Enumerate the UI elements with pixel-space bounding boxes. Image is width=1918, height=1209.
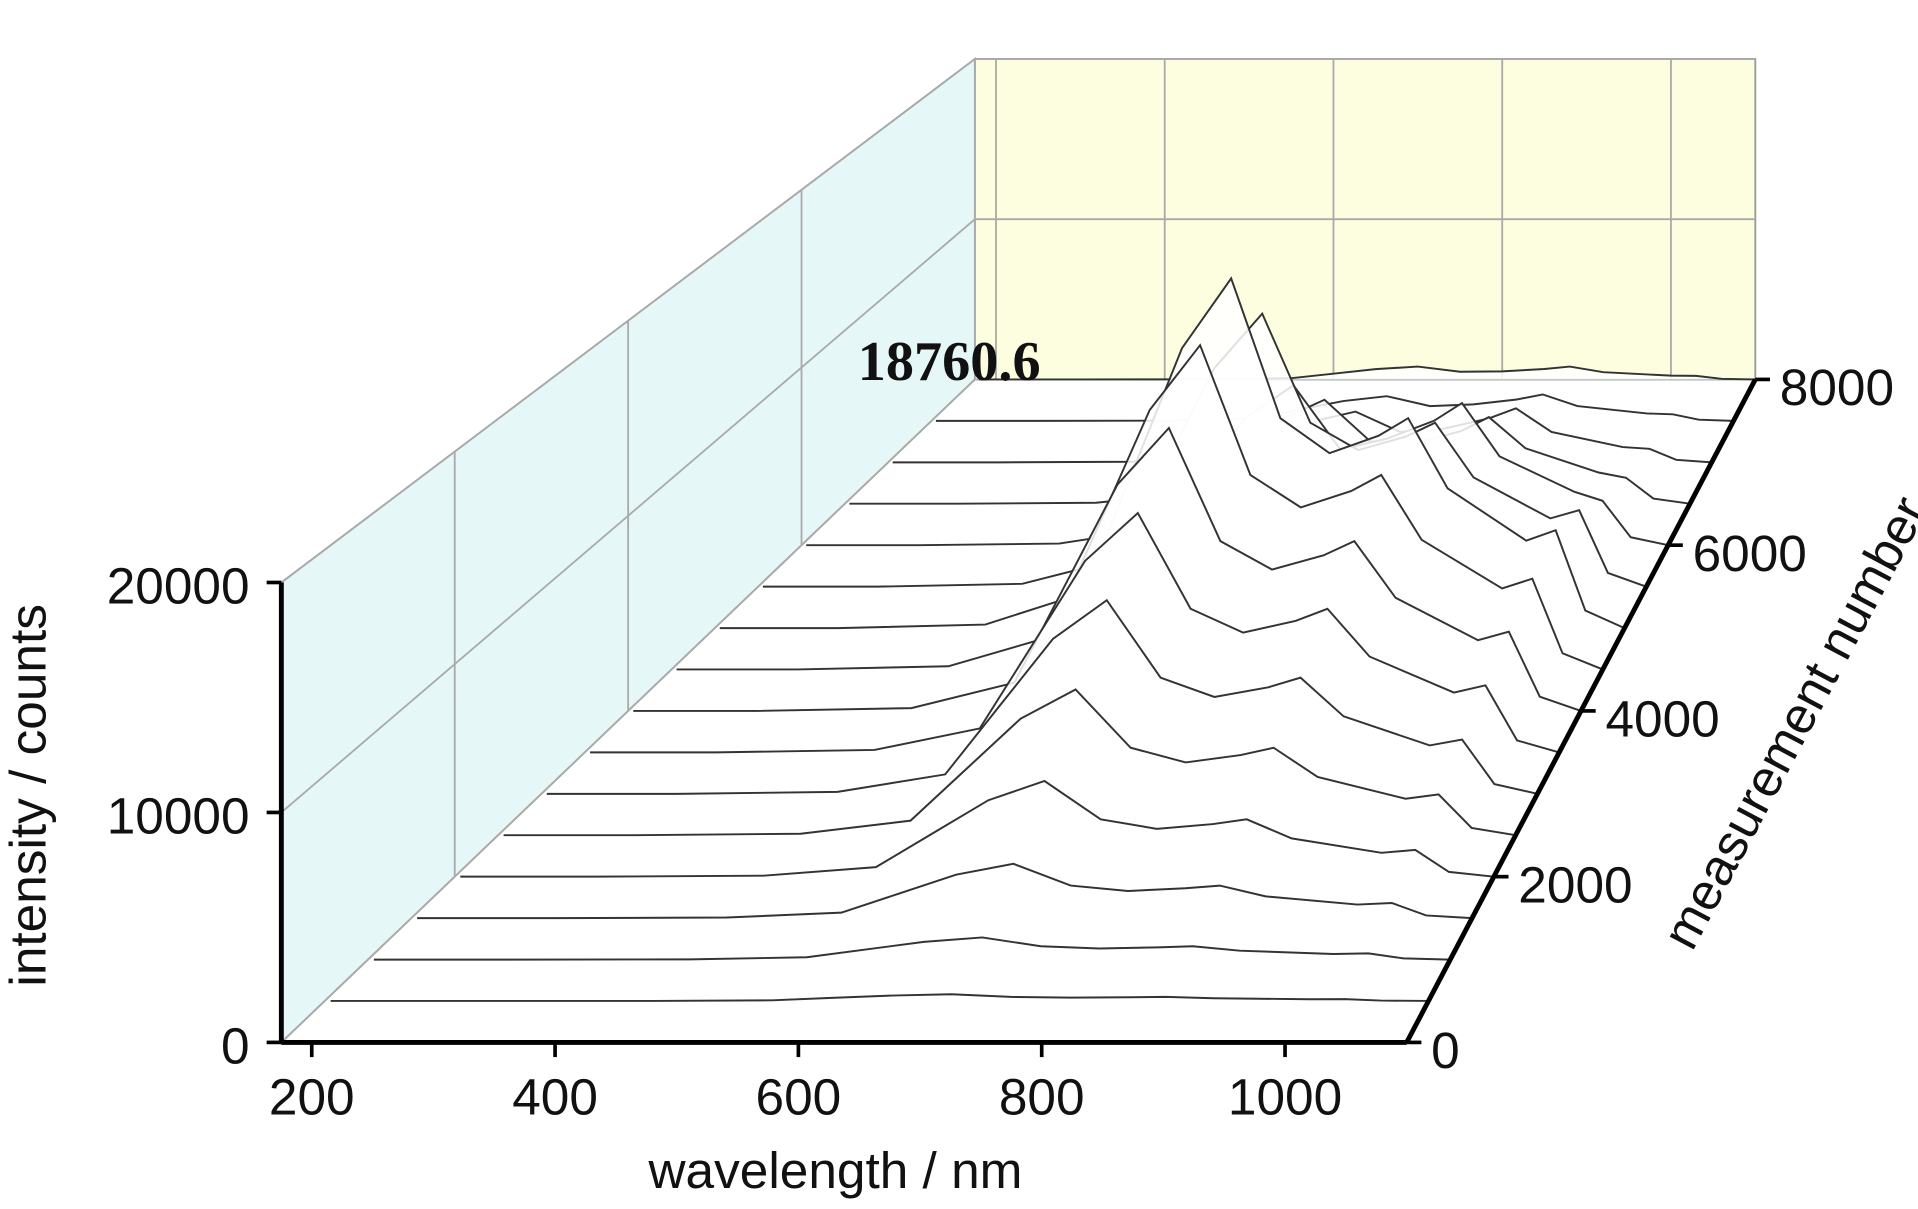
spectrum-line bbox=[460, 779, 1495, 878]
y-axis-label: intensity / counts bbox=[0, 604, 56, 987]
x-tick-label: 800 bbox=[999, 1068, 1085, 1126]
z-tick-label: 0 bbox=[1431, 1021, 1460, 1079]
spectrum-line bbox=[330, 993, 1429, 1002]
spectrum-line bbox=[373, 936, 1451, 961]
spectrum-line bbox=[417, 862, 1473, 920]
x-tick-label: 600 bbox=[756, 1068, 842, 1126]
z-tick-label: 4000 bbox=[1605, 690, 1719, 748]
z-tick-label: 6000 bbox=[1693, 524, 1807, 582]
y-tick-label: 20000 bbox=[107, 556, 250, 614]
z-tick-label: 2000 bbox=[1518, 855, 1632, 913]
peak-annotation: 18760.6 bbox=[858, 331, 1041, 393]
spectrum-line bbox=[546, 598, 1538, 795]
x-tick-label: 200 bbox=[269, 1068, 355, 1126]
x-tick-label: 1000 bbox=[1228, 1068, 1342, 1126]
spectrum-line bbox=[503, 688, 1516, 837]
z-tick-label: 8000 bbox=[1780, 358, 1894, 416]
x-axis-label: wavelength / nm bbox=[647, 1141, 1022, 1199]
y-tick-label: 10000 bbox=[107, 786, 250, 844]
y-tick-label: 0 bbox=[221, 1016, 250, 1074]
x-tick-label: 400 bbox=[512, 1068, 598, 1126]
